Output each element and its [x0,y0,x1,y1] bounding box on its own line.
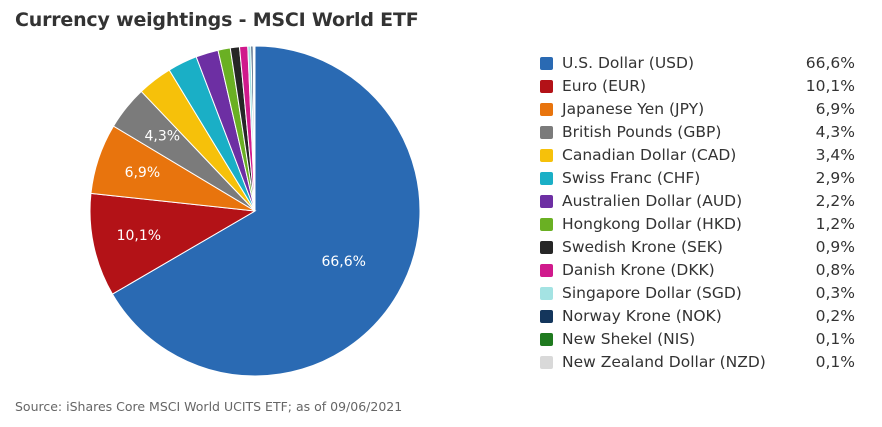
legend-swatch [540,80,553,93]
legend-value: 4,3% [815,123,855,141]
legend-swatch [540,172,553,185]
legend-item-11: Norway Krone (NOK) 0,2% [540,305,860,328]
legend-value: 3,4% [815,146,855,164]
legend-value: 0,9% [815,238,855,256]
pie-slice-1 [89,192,257,295]
source-note: Source: iShares Core MSCI World UCITS ET… [15,399,403,414]
legend-item-2: Japanese Yen (JPY) 6,9% [540,98,860,121]
chart-title: Currency weightings - MSCI World ETF [15,9,419,31]
legend-value: 0,1% [815,353,855,371]
legend-item-1: Euro (EUR) 10,1% [540,75,860,98]
legend-value: 0,3% [815,284,855,302]
legend-swatch [540,149,553,162]
legend-value: 0,2% [815,307,855,325]
legend-value: 10,1% [805,77,855,95]
legend-value: 1,2% [815,215,855,233]
legend-item-9: Danish Krone (DKK) 0,8% [540,259,860,282]
legend-label: Hongkong Dollar (HKD) [562,215,742,233]
legend-value: 6,9% [815,100,855,118]
legend-label: Euro (EUR) [562,77,647,95]
legend-item-6: Australien Dollar (AUD) 2,2% [540,190,860,213]
legend-label: Singapore Dollar (SGD) [562,284,742,302]
legend-label: Japanese Yen (JPY) [562,100,705,118]
slice-label-1: 10,1% [117,228,161,244]
legend-item-3: British Pounds (GBP) 4,3% [540,121,860,144]
legend-label: Australien Dollar (AUD) [562,192,743,210]
slice-label-0: 66,6% [321,254,365,270]
legend-swatch [540,356,553,369]
legend-label: British Pounds (GBP) [562,123,722,141]
legend-value: 2,2% [815,192,855,210]
legend-label: Norway Krone (NOK) [562,307,722,325]
legend-item-12: New Shekel (NIS) 0,1% [540,328,860,351]
legend-item-5: Swiss Franc (CHF) 2,9% [540,167,860,190]
legend-label: Danish Krone (DKK) [562,261,715,279]
pie-slice-0 [111,45,421,377]
legend-item-13: New Zealand Dollar (NZD) 0,1% [540,351,860,374]
legend-item-4: Canadian Dollar (CAD) 3,4% [540,144,860,167]
slice-label-3: 4,3% [144,129,180,145]
legend-swatch [540,333,553,346]
legend-swatch [540,264,553,277]
legend-swatch [540,310,553,323]
legend-item-7: Hongkong Dollar (HKD) 1,2% [540,213,860,236]
legend-label: Swiss Franc (CHF) [562,169,701,187]
legend-value: 0,1% [815,330,855,348]
legend-swatch [540,57,553,70]
legend-swatch [540,126,553,139]
legend-item-8: Swedish Krone (SEK) 0,9% [540,236,860,259]
legend-label: Canadian Dollar (CAD) [562,146,737,164]
legend-label: New Zealand Dollar (NZD) [562,353,766,371]
legend-label: U.S. Dollar (USD) [562,54,695,72]
legend-swatch [540,103,553,116]
legend: U.S. Dollar (USD) 66,6% Euro (EUR) 10,1% Jap… [540,52,860,374]
slice-label-2: 6,9% [125,165,161,181]
legend-value: 0,8% [815,261,855,279]
legend-swatch [540,195,553,208]
legend-value: 66,6% [805,54,855,72]
pie-slice-13 [253,45,256,212]
legend-swatch [540,287,553,300]
legend-label: New Shekel (NIS) [562,330,696,348]
legend-swatch [540,241,553,254]
legend-item-0: U.S. Dollar (USD) 66,6% [540,52,860,75]
legend-item-10: Singapore Dollar (SGD) 0,3% [540,282,860,305]
legend-swatch [540,218,553,231]
legend-value: 2,9% [815,169,855,187]
legend-label: Swedish Krone (SEK) [562,238,723,256]
